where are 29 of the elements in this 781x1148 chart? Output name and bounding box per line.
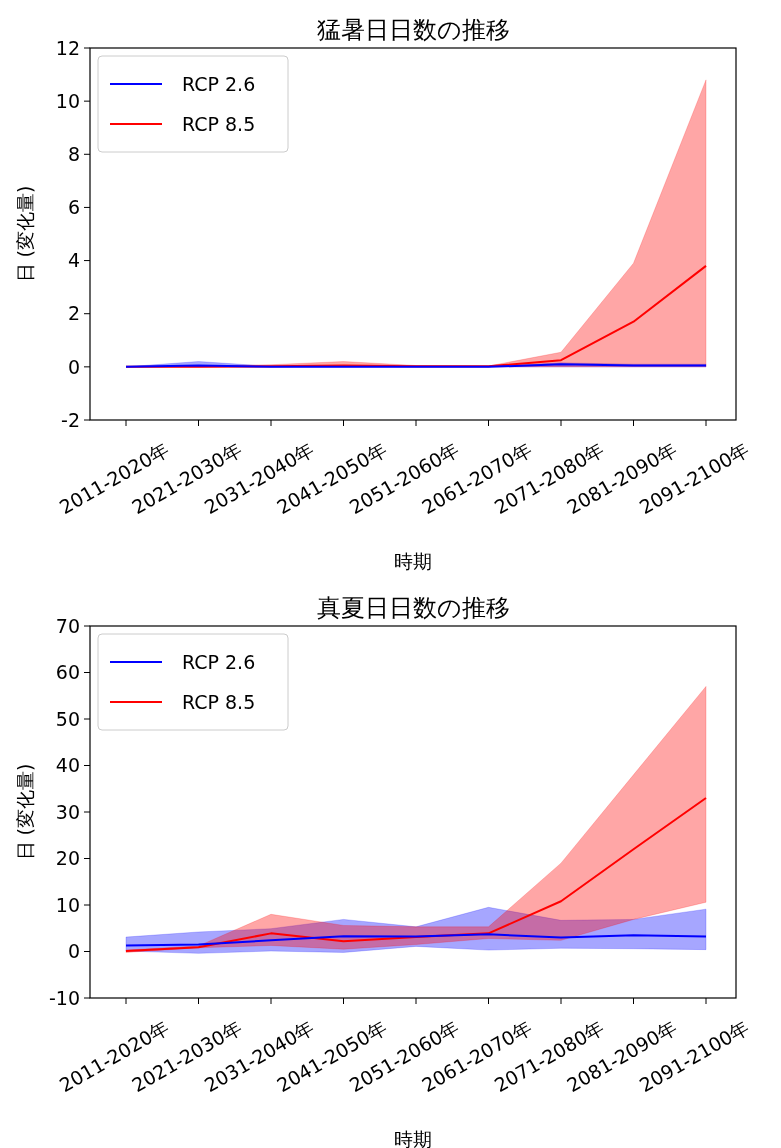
- y-axis-title: 日 (変化量): [14, 763, 36, 861]
- y-tick-label: 4: [67, 249, 80, 272]
- line-series: [125, 933, 707, 947]
- chart-title: 真夏日日数の推移: [316, 594, 510, 622]
- y-tick-label: 10: [55, 893, 80, 916]
- y-tick-label: -2: [61, 408, 80, 431]
- y-tick-label: -10: [48, 986, 80, 1009]
- y-tick-label: 6: [67, 196, 80, 219]
- y-tick-label: 0: [67, 355, 80, 378]
- y-tick-label: 10: [55, 89, 80, 112]
- line-series: [125, 797, 707, 953]
- y-tick-label: 60: [55, 661, 80, 684]
- x-axis-title: 時期: [394, 1128, 432, 1148]
- x-axis-title: 時期: [394, 550, 432, 572]
- y-tick-label: 40: [55, 754, 80, 777]
- y-tick-label: 20: [55, 847, 80, 870]
- y-tick-label: 50: [55, 707, 80, 730]
- y-axis-title: 日 (変化量): [14, 185, 36, 283]
- legend-label: RCP 2.6: [182, 72, 256, 95]
- y-tick-label: 70: [55, 614, 80, 637]
- y-tick-label: 2: [67, 302, 80, 325]
- legend-label: RCP 8.5: [182, 112, 256, 135]
- y-tick-label: 8: [67, 142, 80, 165]
- y-tick-label: 30: [55, 800, 80, 823]
- legend-label: RCP 8.5: [182, 690, 256, 713]
- y-tick-label: 0: [67, 940, 80, 963]
- legend-label: RCP 2.6: [182, 650, 256, 673]
- y-tick-label: 12: [55, 36, 80, 59]
- chart-title: 猛暑日日数の推移: [316, 16, 510, 44]
